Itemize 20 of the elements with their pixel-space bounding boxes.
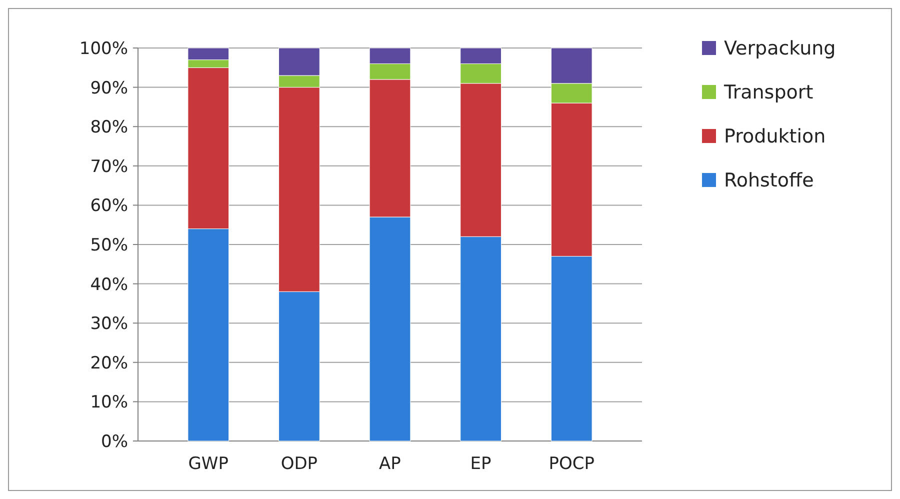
x-tick-label: EP [470, 454, 492, 474]
y-tick-label: 100% [79, 38, 128, 59]
y-tick-label: 20% [90, 353, 128, 374]
y-tick-label: 30% [90, 314, 128, 334]
y-tick-label: 60% [90, 196, 128, 216]
y-tick-label: 50% [90, 235, 128, 256]
y-tick-label: 10% [90, 392, 128, 413]
x-tick-label: GWP [188, 454, 228, 474]
y-tick-label: 90% [90, 78, 128, 98]
legend-label: Transport [723, 82, 814, 104]
y-tick-label: 40% [90, 274, 128, 295]
x-tick-label: AP [379, 454, 401, 474]
y-tick-label: 80% [90, 118, 128, 138]
y-tick-label: 70% [90, 156, 128, 177]
legend-label: Rohstoffe [724, 170, 814, 192]
y-tick-label: 0% [101, 432, 128, 452]
x-tick-label: POCP [548, 454, 595, 474]
legend-label: Verpackung [724, 38, 836, 60]
x-tick-label: ODP [280, 454, 318, 474]
legend-label: Produktion [724, 126, 826, 148]
